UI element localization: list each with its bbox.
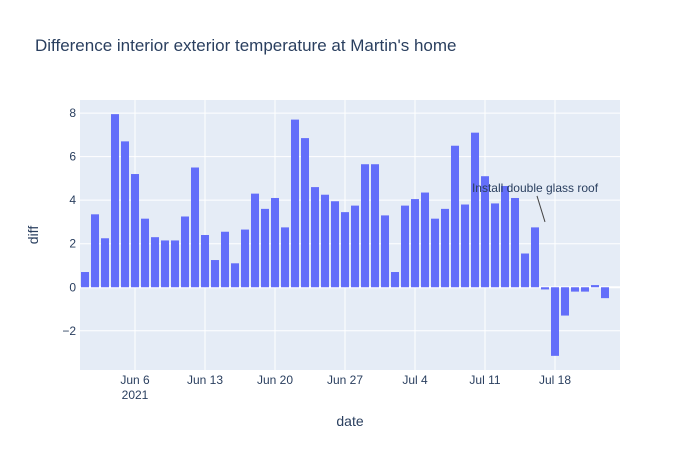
y-tick-label: 2 [69, 237, 76, 251]
bar [91, 214, 99, 288]
annotation-arrow [536, 195, 546, 223]
bar [551, 287, 559, 356]
y-tick-labels: −2 0 2 4 6 8 [62, 106, 76, 338]
bar [421, 192, 429, 288]
annotation: Install double glass roof [472, 181, 599, 223]
bar [451, 145, 459, 288]
y-tick-label: 0 [69, 280, 76, 294]
bar [161, 240, 169, 288]
bar [461, 204, 469, 288]
bar [561, 287, 569, 316]
x-tick-label: Jun 27 [327, 373, 363, 387]
bar [361, 164, 369, 288]
y-tick-label: 8 [69, 106, 76, 120]
bar [501, 186, 509, 288]
bar [571, 287, 579, 292]
y-axis-title: diff [25, 226, 41, 245]
bar [541, 287, 549, 290]
x-tick-label: Jun 6 [120, 373, 150, 387]
y-tick-label: −2 [62, 324, 76, 338]
bar [401, 205, 409, 288]
y-tick-label: 4 [69, 193, 76, 207]
bar [581, 287, 589, 292]
bar [121, 141, 129, 288]
chart-title: Difference interior exterior temperature… [35, 36, 457, 55]
bar [191, 167, 199, 288]
bar [241, 229, 249, 288]
bar [251, 193, 259, 288]
bar [311, 187, 319, 288]
bar [171, 240, 179, 288]
bar [601, 287, 609, 299]
bar [391, 272, 399, 288]
bar [381, 215, 389, 288]
plot-background [80, 100, 620, 370]
bar [231, 263, 239, 288]
bar [441, 208, 449, 288]
bar [521, 253, 529, 288]
bar [281, 227, 289, 288]
bar [491, 203, 499, 288]
bar [291, 119, 299, 288]
bar [301, 138, 309, 288]
bars [81, 114, 609, 356]
bar [181, 216, 189, 288]
bar [271, 197, 279, 288]
bar [431, 218, 439, 288]
x-tick-label: Jul 18 [539, 373, 571, 387]
bar [81, 272, 89, 288]
bar [411, 199, 419, 288]
annotation-text: Install double glass roof [472, 181, 599, 195]
bar [321, 194, 329, 288]
bar [141, 218, 149, 288]
bar [481, 176, 489, 288]
x-tick-sublabel: 2021 [122, 388, 149, 402]
x-axis-title: date [336, 413, 363, 429]
bar [151, 237, 159, 288]
bar [131, 174, 139, 288]
bar [261, 208, 269, 288]
bar [111, 114, 119, 288]
bar [371, 164, 379, 288]
y-tick-label: 6 [69, 150, 76, 164]
bar [591, 285, 599, 288]
bar [221, 231, 229, 288]
bar [471, 132, 479, 288]
x-tick-label: Jun 13 [187, 373, 223, 387]
bar [201, 235, 209, 288]
bar [531, 227, 539, 288]
bar [511, 197, 519, 288]
bar [101, 238, 109, 288]
x-tick-label: Jun 20 [257, 373, 293, 387]
x-tick-label: Jul 11 [469, 373, 500, 387]
bar [211, 260, 219, 288]
bar [351, 205, 359, 288]
bar [331, 201, 339, 288]
x-tick-label: Jul 4 [402, 373, 428, 387]
bar [341, 212, 349, 288]
